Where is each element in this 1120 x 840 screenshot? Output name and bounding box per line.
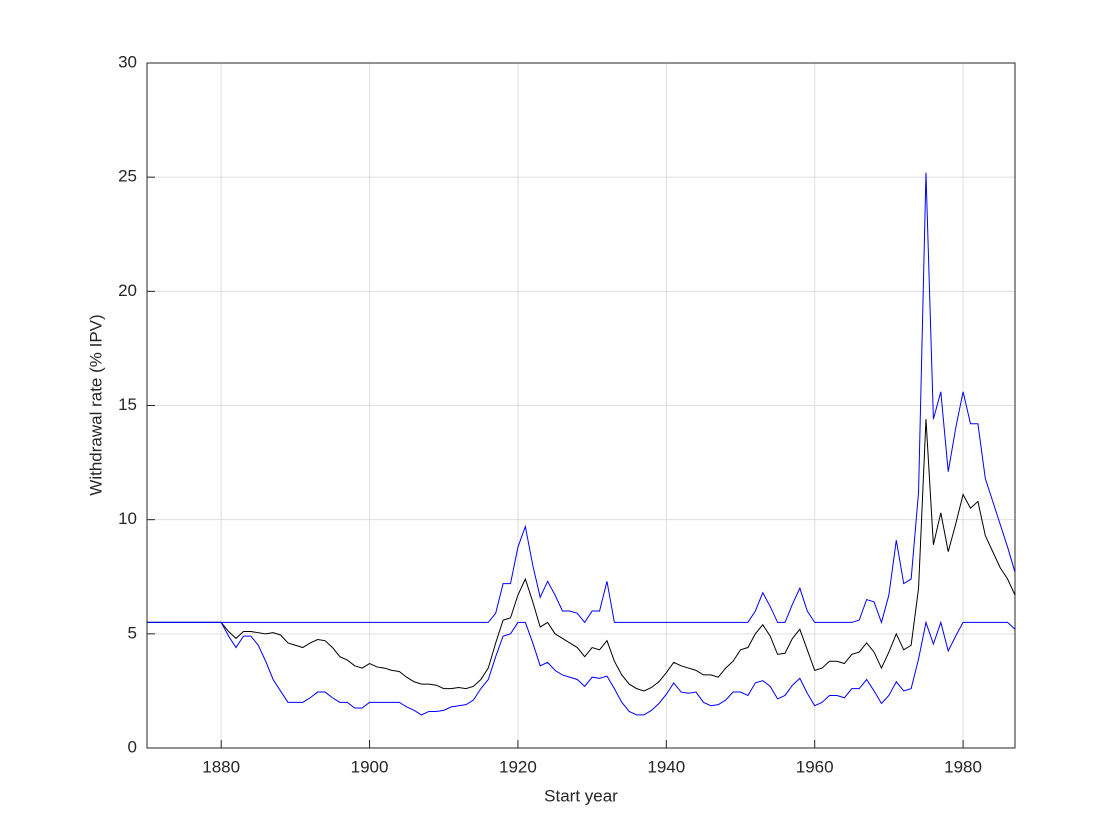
y-tick-label: 20 [118,281,137,300]
x-tick-label: 1960 [796,757,834,776]
y-tick-label: 15 [118,395,137,414]
y-axis-label: Withdrawal rate (% IPV) [86,314,105,495]
x-tick-label: 1940 [647,757,685,776]
data-line [147,620,1016,716]
plot-frame [146,62,1016,749]
x-tick-label: 1920 [499,757,537,776]
y-tick-label: 5 [128,623,137,642]
data-line [147,419,1016,692]
y-tick-label: 10 [118,509,137,528]
data-line [147,172,1016,625]
y-tick-label: 30 [118,52,137,71]
x-axis-label: Start year [544,786,618,805]
y-tick-label: 25 [118,167,137,186]
y-tick-label: 0 [128,737,137,756]
x-tick-label: 1880 [202,757,240,776]
x-tick-label: 1980 [944,757,982,776]
x-tick-label: 1900 [351,757,389,776]
